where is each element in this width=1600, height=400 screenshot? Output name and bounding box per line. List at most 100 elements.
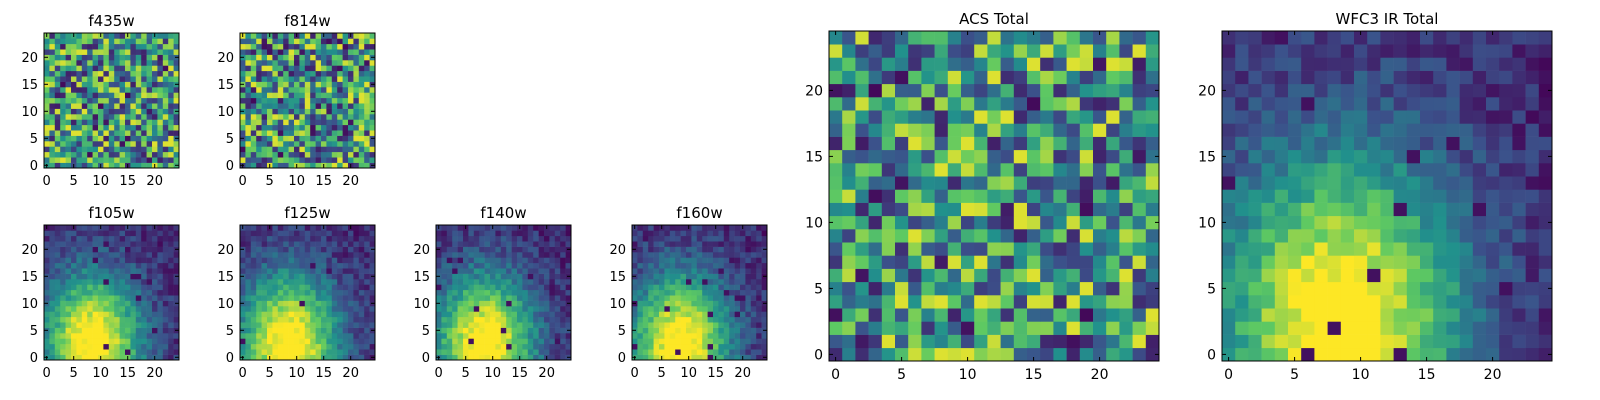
heatmap-cell (653, 295, 660, 301)
heatmap-cell (162, 241, 169, 247)
heatmap-cell (729, 295, 735, 301)
heatmap-cell (348, 289, 354, 296)
heatmap-cell (92, 60, 99, 66)
heatmap-cell (1314, 295, 1328, 309)
heatmap-cell (348, 135, 354, 142)
heatmap-cell (1066, 347, 1081, 362)
heatmap-cell (162, 114, 169, 120)
heatmap-cell (283, 76, 289, 82)
heatmap-cell (125, 257, 131, 264)
heatmap-cell (441, 262, 448, 269)
heatmap-cell (304, 322, 311, 328)
heatmap-cell (495, 338, 502, 345)
heatmap-cell (294, 316, 300, 323)
heatmap-cell (364, 246, 370, 253)
heatmap-cell (250, 65, 257, 72)
heatmap-cell (141, 333, 147, 339)
heatmap-cell (1235, 215, 1249, 230)
heatmap-cell (304, 54, 311, 61)
heatmap-cell (245, 230, 252, 237)
heatmap-cell (1327, 229, 1342, 243)
heatmap-cell (1053, 123, 1067, 137)
heatmap-cell (527, 327, 534, 334)
heatmap-cell (173, 316, 180, 323)
heatmap-cell (250, 257, 257, 264)
heatmap-cell (713, 268, 719, 274)
heatmap-cell (146, 81, 153, 88)
heatmap-cell (299, 135, 306, 142)
heatmap-cell (974, 268, 988, 283)
heatmap-cell (146, 284, 153, 291)
heatmap-cell (348, 114, 354, 120)
heatmap-cell (544, 273, 550, 280)
heatmap-cell (331, 33, 338, 39)
heatmap-cell (358, 76, 365, 82)
heatmap-cell (49, 241, 56, 247)
heatmap-cell (152, 338, 158, 345)
heatmap-cell (734, 311, 741, 318)
heatmap-cell (130, 43, 137, 50)
heatmap-cell (729, 246, 735, 253)
heatmap-cell (1000, 189, 1015, 203)
heatmap-cell (103, 124, 110, 131)
heatmap-cell (342, 316, 349, 323)
heatmap-cell (81, 103, 88, 109)
heatmap-cell (517, 338, 523, 345)
heatmap-cell (245, 124, 252, 131)
heatmap-cell (1459, 268, 1474, 283)
heatmap-cell (130, 279, 137, 285)
heatmap-cell (87, 246, 93, 253)
heatmap-cell (65, 114, 72, 120)
heatmap-cell (240, 311, 246, 318)
heatmap-cell (337, 60, 343, 66)
heatmap-cell (146, 157, 153, 163)
heatmap-cell (65, 295, 72, 301)
heatmap-cell (71, 135, 77, 142)
heatmap-cell (1119, 31, 1133, 45)
heatmap-cell (272, 279, 279, 285)
heatmap-cell (162, 338, 169, 345)
heatmap-cell (855, 83, 869, 98)
heatmap-cell (49, 311, 56, 318)
heatmap-cell (1040, 229, 1054, 243)
heatmap-cell (288, 162, 295, 169)
heatmap-cell (299, 262, 306, 269)
heatmap-cell (146, 230, 153, 237)
heatmap-cell (130, 60, 137, 66)
heatmap-cell (1013, 110, 1028, 124)
heatmap-cell (364, 235, 370, 242)
heatmap-cell (1446, 268, 1460, 283)
heatmap-cell (761, 349, 768, 355)
heatmap-cell (245, 54, 252, 61)
heatmap-cell (1222, 189, 1236, 203)
heatmap-cell (304, 316, 311, 323)
heatmap-cell (288, 124, 295, 131)
heatmap-cell (500, 306, 507, 312)
heatmap-cell (92, 76, 99, 82)
heatmap-cell (1248, 255, 1262, 269)
heatmap-cell (533, 279, 539, 285)
heatmap-cell (664, 268, 671, 274)
heatmap-cell (146, 333, 153, 339)
heatmap-cell (337, 33, 343, 39)
heatmap-cell (1327, 202, 1342, 217)
heatmap-cell (1106, 255, 1120, 269)
heatmap-cell (60, 81, 66, 88)
heatmap-cell (517, 333, 523, 339)
heatmap-cell (299, 49, 306, 55)
heatmap-cell (98, 124, 104, 131)
heatmap-cell (642, 262, 649, 269)
heatmap-cell (1000, 242, 1015, 256)
heatmap-cell (87, 349, 93, 355)
heatmap-cell (664, 252, 671, 258)
heatmap-cell (1132, 308, 1147, 322)
heatmap-cell (1472, 347, 1487, 362)
heatmap-cell (1472, 202, 1487, 217)
heatmap-cell (76, 157, 83, 163)
heatmap-cell (173, 65, 180, 72)
heatmap-cell (446, 306, 453, 312)
heatmap-cell (119, 33, 126, 39)
heatmap-cell (250, 162, 257, 169)
heatmap-cell (81, 257, 88, 264)
heatmap-cell (49, 289, 56, 296)
